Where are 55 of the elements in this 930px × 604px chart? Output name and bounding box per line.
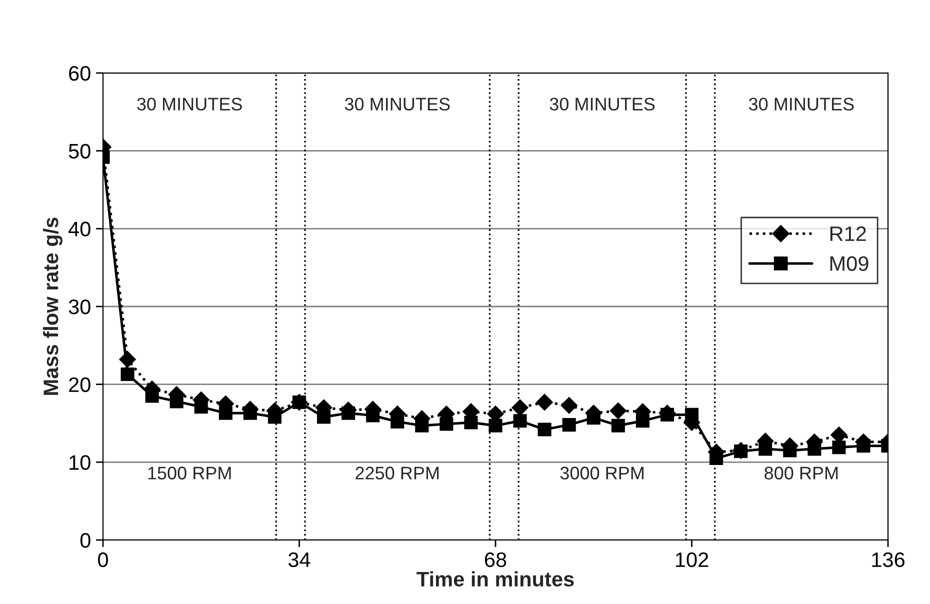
- point: [856, 439, 870, 453]
- annotation: 30 MINUTES: [137, 98, 242, 111]
- annotation: 30 MINUTES: [344, 98, 450, 111]
- x-axis-title: Time in minutes: [416, 571, 574, 587]
- point: [538, 422, 552, 436]
- y-axis-title: Mass flow rate g/s: [42, 218, 62, 395]
- point: [415, 418, 429, 432]
- y-tick-label: 20: [69, 377, 90, 392]
- point: [513, 414, 527, 428]
- point: [562, 418, 576, 432]
- y-tick-label: 10: [70, 455, 90, 470]
- point: [390, 414, 404, 428]
- point: [808, 442, 822, 456]
- x-tick-label: 102: [676, 552, 708, 568]
- point: [194, 400, 208, 414]
- point: [120, 367, 134, 381]
- annotation: 30 MINUTES: [550, 98, 655, 111]
- point: [317, 410, 331, 424]
- point: [560, 396, 578, 414]
- point: [488, 418, 502, 432]
- point: [342, 406, 356, 420]
- point: [611, 418, 625, 432]
- annotation: 800 RPM: [764, 466, 838, 480]
- point: [292, 395, 306, 410]
- y-tick-label: 30: [68, 300, 90, 314]
- point: [636, 414, 650, 428]
- annotation: 3000 RPM: [560, 466, 644, 480]
- point: [586, 411, 600, 425]
- x-tick-label: 68: [484, 552, 506, 568]
- point: [610, 402, 627, 420]
- y-tick-label: 50: [68, 144, 90, 159]
- point: [243, 406, 257, 420]
- point: [832, 440, 846, 454]
- point: [783, 444, 797, 458]
- y-tick-label: 0: [80, 533, 90, 548]
- point: [758, 442, 772, 456]
- point: [440, 417, 454, 431]
- point: [464, 416, 478, 430]
- annotation: 1500 RPM: [148, 466, 231, 480]
- point: [684, 408, 699, 422]
- point: [218, 406, 232, 420]
- point: [170, 394, 184, 408]
- legend-label: R12: [830, 226, 866, 241]
- annotation: 30 MINUTES: [748, 98, 854, 111]
- y-tick-label: 40: [68, 222, 90, 236]
- point: [710, 452, 724, 466]
- point: [536, 394, 553, 411]
- y-tick-label: 60: [69, 66, 90, 81]
- point: [268, 410, 282, 424]
- x-tick-label: 136: [872, 552, 904, 568]
- legend-label: M09: [830, 256, 868, 271]
- x-tick-label: 34: [288, 552, 310, 568]
- x-tick-label: 0: [98, 552, 108, 568]
- annotation: 2250 RPM: [356, 466, 439, 480]
- point: [512, 399, 528, 416]
